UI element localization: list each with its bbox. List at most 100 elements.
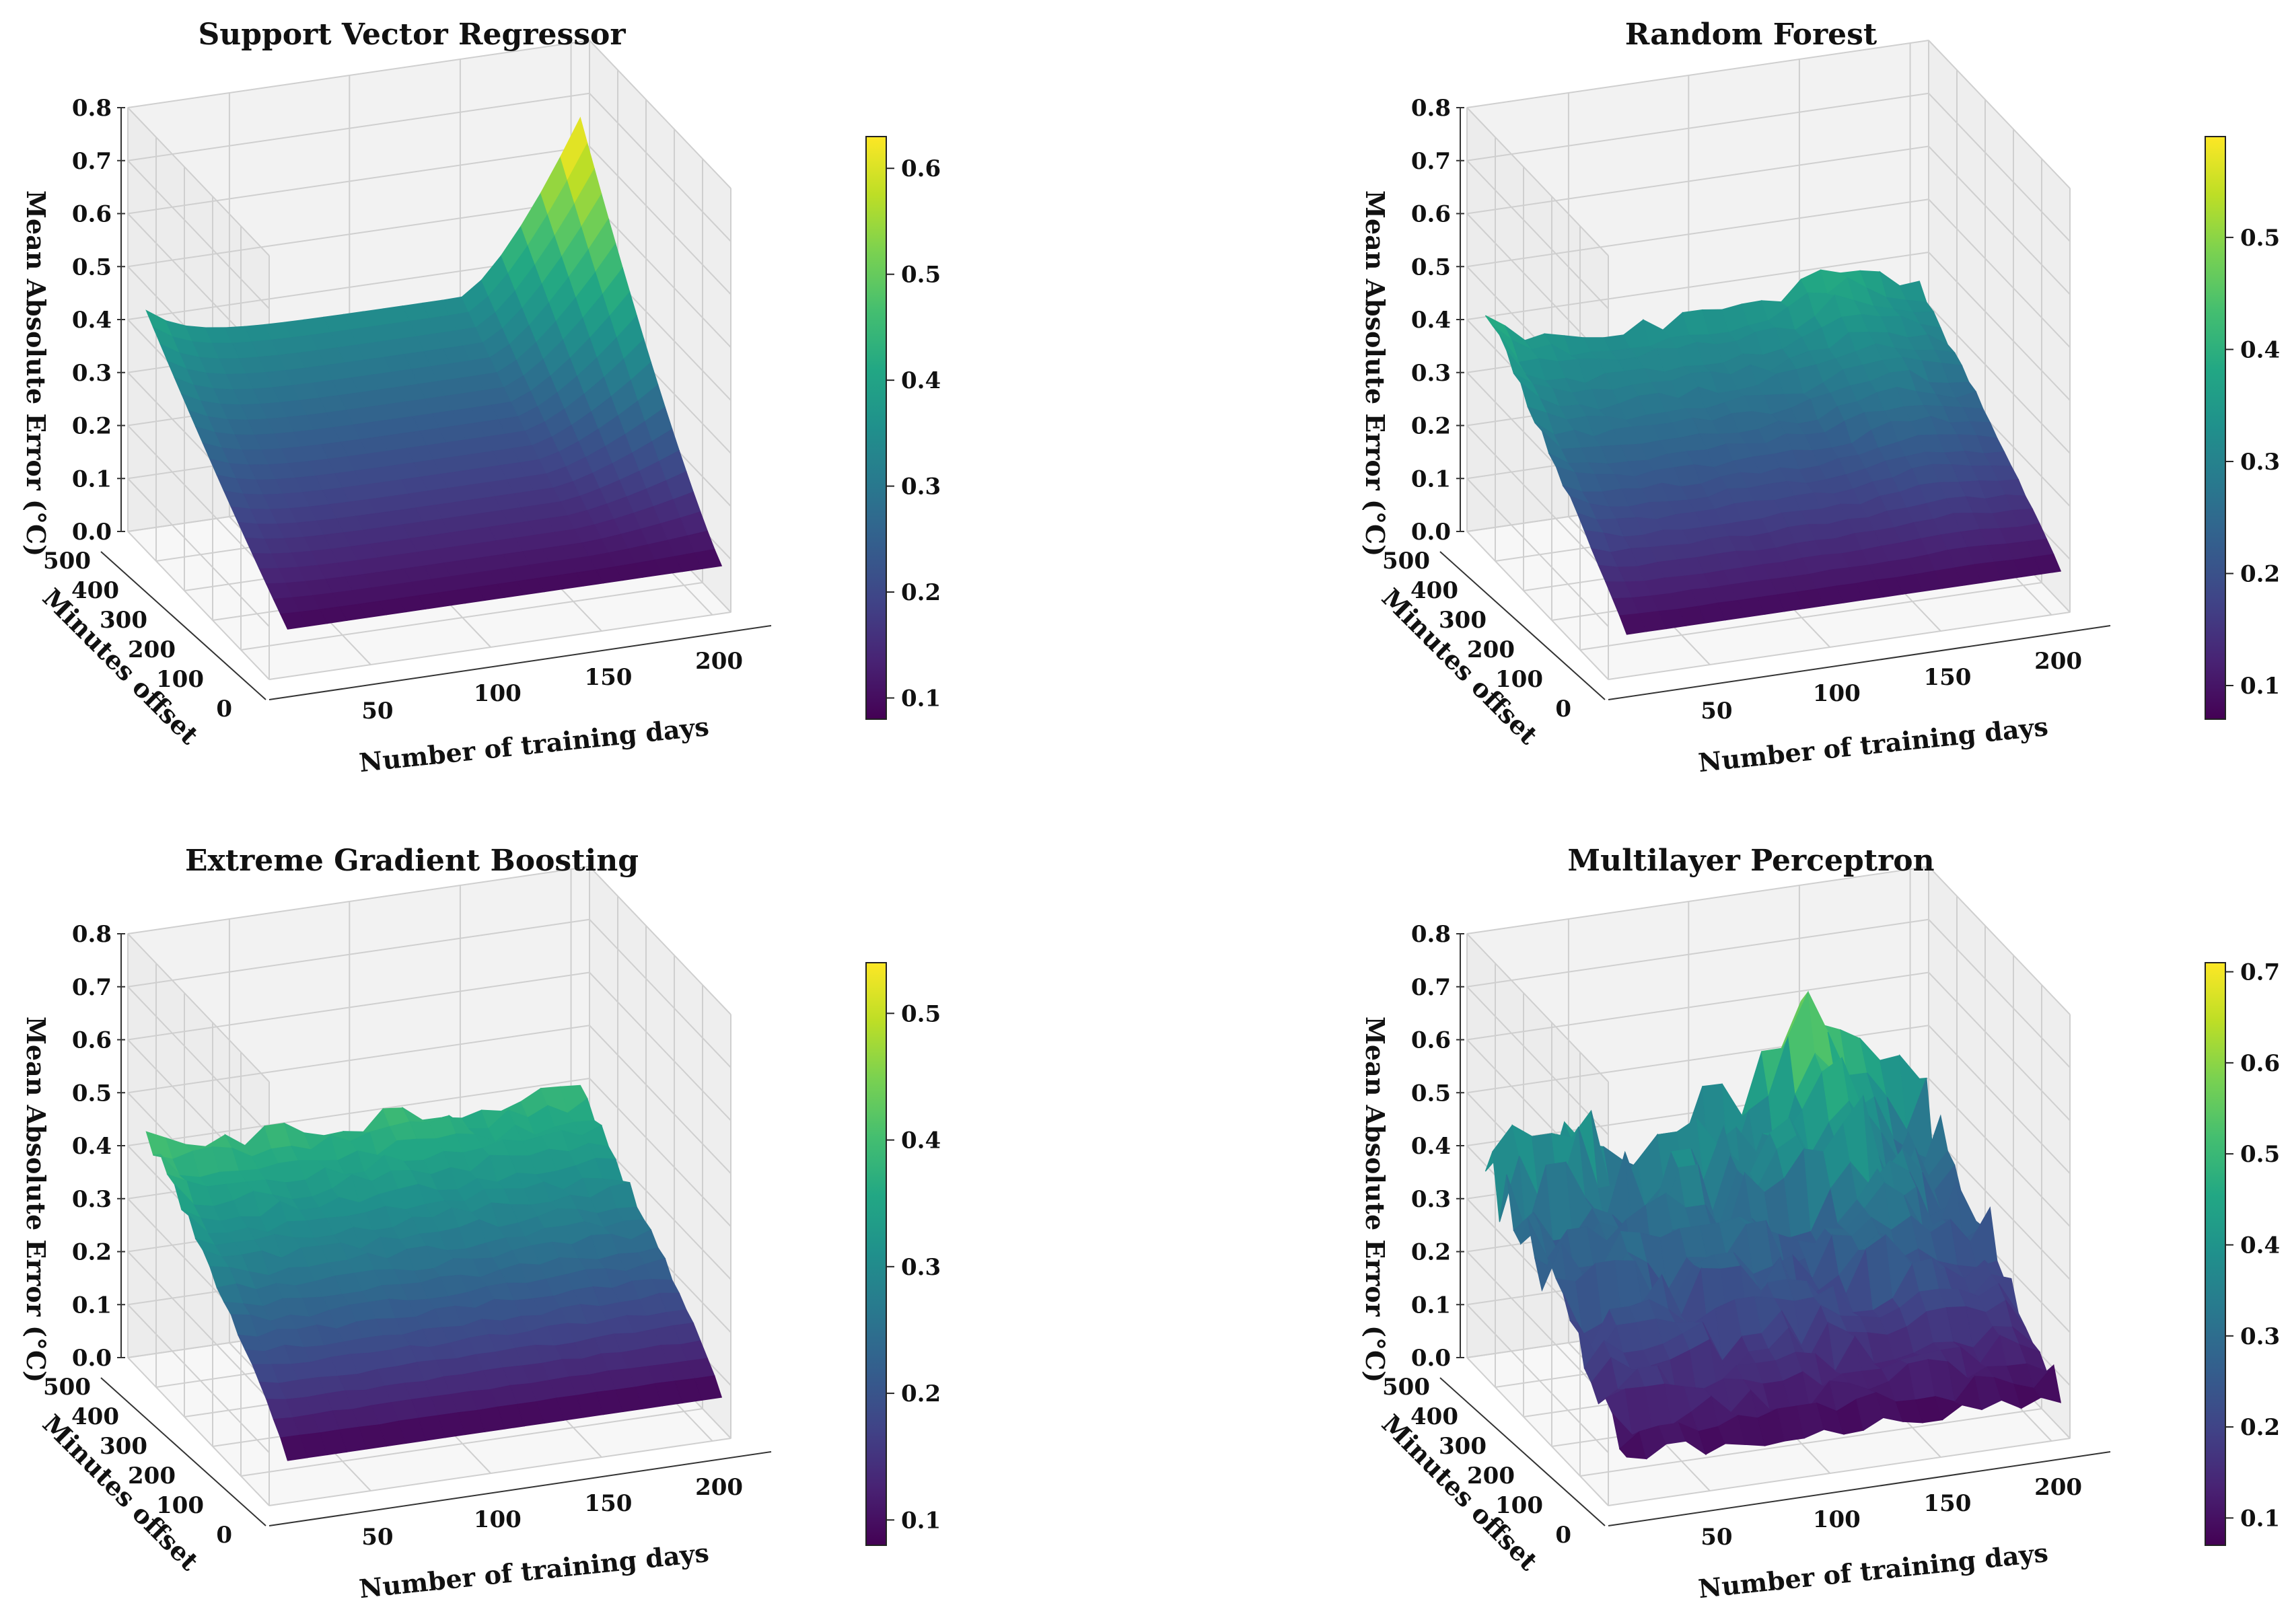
z-tick-label: 0.1 [72, 466, 112, 492]
grid-line [1928, 145, 2071, 295]
z-tick-label: 0.5 [72, 254, 112, 281]
x-tick-label: 150 [584, 1490, 632, 1517]
grid-line [1928, 198, 2071, 348]
grid-line [1928, 305, 2071, 454]
grid-line [1466, 971, 1929, 1041]
grid-line [1466, 1304, 1609, 1453]
colorbar [865, 962, 887, 1546]
z-tick-label: 0.1 [1411, 1292, 1451, 1319]
x-tick-label: 150 [1923, 1490, 1971, 1517]
colorbar-tick-label: 0.5 [901, 262, 941, 289]
grid-line [1466, 40, 1929, 108]
z-tick-label: 0.8 [72, 921, 112, 948]
x-tick-label: 150 [1923, 664, 1971, 691]
y-tick-label: 100 [156, 666, 204, 693]
colorbar-tick-label: 0.3 [901, 474, 941, 501]
grid-line [1466, 107, 1609, 256]
z-tick-label: 0.7 [72, 148, 112, 175]
colorbar-tick-label: 0.1 [2240, 1505, 2280, 1532]
surface [145, 1084, 723, 1461]
grid-line [127, 986, 270, 1136]
surface-facet [694, 548, 723, 570]
z-tick-label: 0.3 [72, 360, 112, 387]
grid-line [1928, 1078, 2071, 1227]
x-tick-label: 100 [474, 1506, 522, 1533]
grid-line [589, 971, 731, 1121]
grid-line [1466, 213, 1609, 363]
z-tick-label: 0.7 [1411, 148, 1451, 175]
z-tick-label: 0.6 [1411, 201, 1451, 228]
colorbar-tick-label: 0.4 [2240, 1232, 2280, 1259]
x-axis-label: Number of training days [1697, 711, 2050, 778]
y-axis-line [100, 551, 266, 700]
colorbar-tick-label: 0.3 [2240, 449, 2280, 476]
grid-line [589, 1025, 731, 1174]
grid-line [127, 866, 590, 934]
grid-line [127, 107, 270, 256]
z-axis-label: Mean Absolute Error (°C) [1360, 1017, 1390, 1382]
grid-line [127, 145, 590, 215]
colorbar-tick-label: 0.3 [901, 1254, 941, 1281]
grid-line [589, 145, 731, 295]
z-tick-label: 0.2 [1411, 413, 1451, 440]
grid-line [1466, 531, 1609, 680]
grid-line [240, 582, 703, 651]
grid-line [1579, 582, 2042, 651]
colorbar-tick-label: 0.6 [2240, 1050, 2280, 1077]
z-tick-label: 0.5 [1411, 254, 1451, 281]
grid-line [1928, 252, 2071, 401]
z-tick-label: 0.3 [72, 1186, 112, 1213]
y-tick-label: 0 [216, 1522, 232, 1549]
z-tick-label: 0.0 [1411, 519, 1451, 546]
x-axis-line [269, 625, 772, 700]
y-tick-label: 200 [1467, 1463, 1515, 1489]
z-tick-label: 0.0 [72, 1345, 112, 1372]
z-tick-label: 0.5 [1411, 1080, 1451, 1107]
colorbar-tick-label: 0.5 [901, 1000, 941, 1027]
z-tick-label: 0.4 [72, 307, 112, 334]
panel-3: 0.00.10.20.30.40.50.60.70.85010015020001… [1360, 844, 2280, 1604]
x-tick-label: 100 [1813, 1506, 1861, 1533]
grid-line [1466, 1357, 1609, 1506]
z-tick-label: 0.7 [72, 974, 112, 1001]
grid-line [1466, 92, 1929, 161]
x-tick-label: 150 [584, 664, 632, 691]
y-axis-line [100, 1377, 266, 1526]
z-tick-label: 0.4 [72, 1133, 112, 1160]
z-axis-label: Mean Absolute Error (°C) [21, 1017, 51, 1382]
z-tick-label: 0.2 [72, 1239, 112, 1266]
x-tick-label: 200 [2034, 648, 2082, 675]
colorbar [865, 136, 887, 720]
x-axis-line [269, 1451, 772, 1526]
grid-line [127, 1025, 590, 1094]
colorbar-tick-label: 0.2 [2240, 1414, 2280, 1441]
surface-facet [2033, 554, 2062, 575]
grid-line [1466, 425, 1609, 575]
chart-title: Random Forest [1625, 17, 1877, 52]
z-tick-label: 0.3 [1411, 1186, 1451, 1213]
grid-line [127, 933, 270, 1082]
grid-line [589, 198, 731, 348]
z-tick-label: 0.5 [72, 1080, 112, 1107]
x-tick-label: 50 [1701, 698, 1732, 725]
z-tick-label: 0.1 [1411, 466, 1451, 492]
grid-line [127, 425, 270, 575]
y-tick-label: 0 [216, 696, 232, 723]
chart-title: Multilayer Perceptron [1567, 844, 1934, 878]
colorbar-tick-label: 0.4 [2240, 336, 2280, 363]
grid-line [127, 160, 270, 309]
x-tick-label: 100 [1813, 680, 1861, 707]
z-tick-label: 0.1 [72, 1292, 112, 1319]
y-tick-label: 400 [71, 1403, 119, 1430]
surface [1484, 269, 2062, 635]
grid-line [589, 1078, 731, 1227]
z-tick-label: 0.6 [72, 1027, 112, 1054]
grid-line [589, 93, 731, 242]
grid-line [127, 918, 590, 988]
y-tick-label: 0 [1555, 696, 1571, 723]
z-tick-label: 0.6 [1411, 1027, 1451, 1054]
y-axis-line [1439, 551, 1606, 700]
colorbar-tick-label: 0.4 [901, 1128, 941, 1154]
